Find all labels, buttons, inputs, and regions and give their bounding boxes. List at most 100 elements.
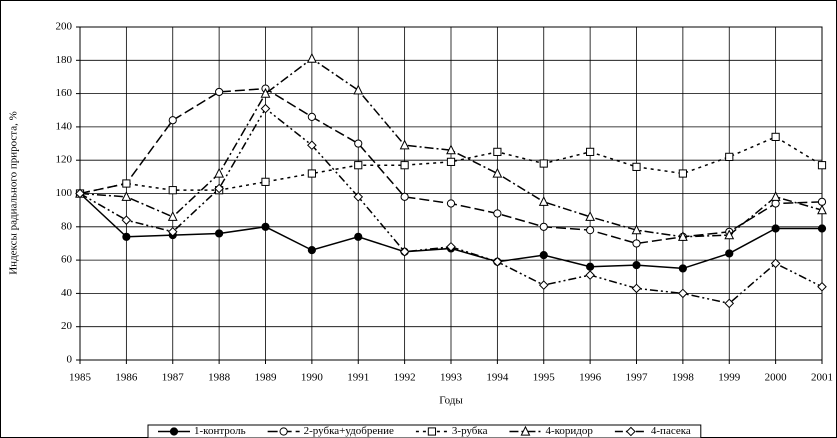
x-tick-label: 1988 xyxy=(208,372,231,384)
legend-label: 4-коридор xyxy=(545,425,593,437)
x-tick-label: 1998 xyxy=(672,372,695,384)
marker xyxy=(770,258,781,269)
marker xyxy=(538,280,549,290)
legend-label: 4-пасека xyxy=(651,425,691,437)
marker xyxy=(354,232,363,241)
x-tick-label: 1997 xyxy=(626,372,649,384)
legend: 1-контроль 2-рубка+удобрение 3-рубка 4-кори… xyxy=(147,424,702,438)
x-tick-label: 1987 xyxy=(162,372,185,384)
y-axis-label: Индексы радиального прироста, % xyxy=(8,111,20,275)
marker xyxy=(122,179,131,188)
legend-marker xyxy=(520,425,531,436)
marker xyxy=(307,112,316,122)
marker xyxy=(817,281,827,292)
marker xyxy=(307,140,317,151)
marker xyxy=(122,232,131,241)
marker xyxy=(725,152,734,161)
marker xyxy=(632,162,641,171)
y-tick-label: 100 xyxy=(56,187,73,199)
marker xyxy=(771,199,780,208)
marker xyxy=(817,204,827,215)
legend-label: 3-рубка xyxy=(452,425,488,437)
marker xyxy=(586,147,595,156)
marker xyxy=(353,192,364,202)
x-tick-label: 1986 xyxy=(115,372,138,384)
marker xyxy=(215,229,224,238)
y-tick-label: 80 xyxy=(61,220,73,232)
marker xyxy=(446,144,456,155)
y-tick-label: 160 xyxy=(56,87,73,99)
legend-marker xyxy=(279,427,288,436)
marker xyxy=(678,264,687,273)
marker xyxy=(631,224,642,235)
marker xyxy=(493,147,502,156)
y-tick-label: 60 xyxy=(61,254,73,266)
x-tick-label: 1994 xyxy=(486,372,509,384)
marker xyxy=(446,241,456,252)
y-tick-label: 120 xyxy=(56,154,73,166)
series-line xyxy=(79,57,823,238)
marker xyxy=(539,159,548,168)
marker xyxy=(75,188,85,199)
y-tick-label: 180 xyxy=(56,54,73,66)
marker xyxy=(353,84,364,95)
x-tick-label: 1999 xyxy=(718,372,741,384)
marker xyxy=(214,167,225,178)
marker xyxy=(817,197,827,206)
marker xyxy=(677,231,688,241)
marker xyxy=(725,249,734,258)
marker xyxy=(632,239,641,248)
marker xyxy=(168,186,177,195)
marker xyxy=(586,226,595,235)
x-tick-label: 1989 xyxy=(255,372,278,384)
marker xyxy=(121,215,132,225)
marker xyxy=(493,209,502,218)
x-tick-label: 2001 xyxy=(811,372,833,384)
marker xyxy=(261,222,270,231)
marker xyxy=(354,139,363,148)
marker xyxy=(399,246,410,257)
marker xyxy=(631,283,642,294)
legend-marker xyxy=(427,427,437,436)
marker xyxy=(214,183,224,194)
x-tick-label: 1996 xyxy=(579,372,602,384)
x-tick-label: 1991 xyxy=(347,372,369,384)
x-tick-label: 1990 xyxy=(301,372,324,384)
marker xyxy=(168,116,177,125)
marker xyxy=(538,196,549,206)
marker xyxy=(446,199,456,208)
marker xyxy=(724,298,735,309)
marker xyxy=(400,161,409,170)
legend-label: 2-рубка+удобрение xyxy=(304,425,394,437)
y-tick-label: 140 xyxy=(56,120,73,132)
x-tick-label: 2000 xyxy=(765,372,788,384)
marker xyxy=(678,288,688,299)
marker xyxy=(539,222,548,231)
marker xyxy=(771,224,780,233)
marker xyxy=(260,87,271,98)
x-tick-label: 1995 xyxy=(533,372,556,384)
marker xyxy=(306,52,317,63)
marker xyxy=(585,211,596,221)
x-axis-label: Годы xyxy=(439,395,463,407)
x-tick-label: 1993 xyxy=(440,372,463,384)
marker xyxy=(492,256,503,267)
marker xyxy=(770,191,781,201)
legend-marker xyxy=(626,426,636,437)
marker xyxy=(585,270,595,280)
marker xyxy=(492,167,503,178)
x-tick-label: 1985 xyxy=(69,372,92,384)
marker xyxy=(817,224,827,233)
marker xyxy=(215,87,224,97)
y-tick-label: 40 xyxy=(61,287,73,299)
legend-marker xyxy=(169,427,179,436)
marker xyxy=(167,226,178,237)
marker xyxy=(586,262,595,271)
y-tick-label: 20 xyxy=(61,320,73,332)
marker xyxy=(539,251,548,260)
marker xyxy=(632,260,641,270)
marker xyxy=(260,103,271,114)
marker xyxy=(678,169,687,178)
